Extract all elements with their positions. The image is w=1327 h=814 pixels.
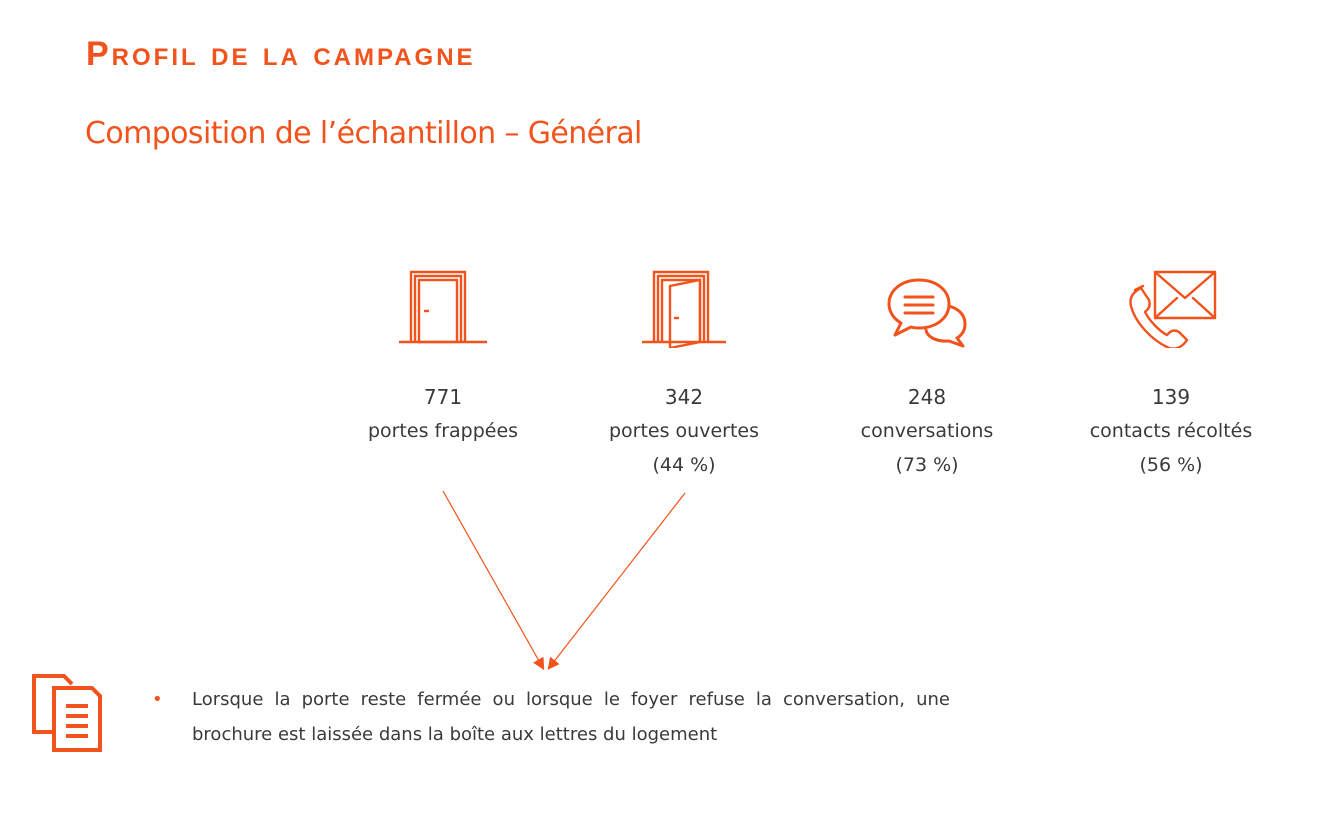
metric-contacts-collected: 139 contacts récoltés (56 %): [1061, 268, 1281, 480]
metric-percentage: (73 %): [895, 454, 959, 476]
metric-label: contacts récoltés: [1089, 420, 1253, 442]
metric-value: 771: [423, 385, 463, 409]
page-title: Profil de la campagne: [86, 35, 476, 73]
metric-doors-knocked: 771 portes frappées: [333, 268, 553, 450]
bullet-icon: •: [152, 689, 163, 710]
metric-label: portes frappées: [367, 420, 519, 442]
metric-value: 248: [907, 385, 947, 409]
phone-envelope-icon: [1129, 270, 1217, 348]
metric-doors-opened: 342 portes ouvertes (44 %): [574, 268, 794, 480]
closed-door-icon: [399, 270, 487, 344]
open-door-icon: [642, 270, 726, 348]
note-text: Lorsque la porte reste fermée ou lorsque…: [192, 689, 950, 745]
metric-percentage: (56 %): [1139, 454, 1203, 476]
metric-label: conversations: [860, 420, 994, 442]
arrow-left: [442, 490, 545, 671]
metric-value: 342: [664, 385, 704, 409]
chat-bubbles-icon: [887, 278, 967, 348]
brochure-note: • Lorsque la porte reste fermée ou lorsq…: [150, 682, 950, 752]
metric-conversations: 248 conversations (73 %): [817, 268, 1037, 480]
metric-value: 139: [1151, 385, 1191, 409]
document-icon: [32, 674, 102, 752]
metric-percentage: (44 %): [652, 454, 716, 476]
page-subtitle: Composition de l’échantillon – Général: [85, 116, 642, 151]
arrow-right: [547, 492, 686, 670]
metric-label: portes ouvertes: [608, 420, 760, 442]
